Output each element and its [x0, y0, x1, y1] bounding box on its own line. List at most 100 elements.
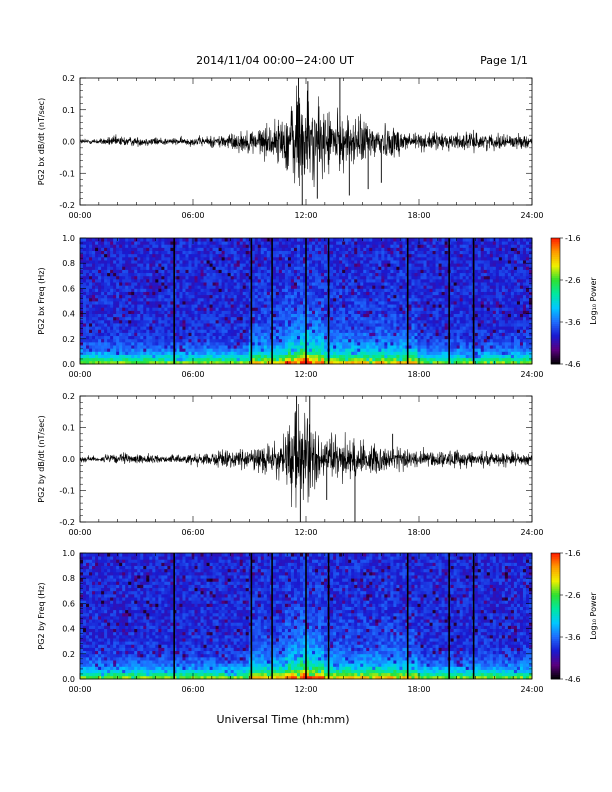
- spectrogram-cell: [230, 360, 235, 365]
- spectrogram-cell: [203, 360, 207, 365]
- spectrogram-cell: [372, 307, 376, 311]
- spectrogram-cell: [107, 241, 111, 245]
- spectrogram-cell: [185, 285, 189, 289]
- spectrogram-cell: [254, 250, 259, 255]
- spectrogram-cell: [113, 278, 117, 283]
- spectrogram-cell: [95, 345, 99, 349]
- y-tick-label: 0.0: [62, 138, 75, 147]
- spectrogram-cell: [438, 297, 442, 302]
- spectrogram-cell: [248, 291, 253, 296]
- spectrogram-cell: [248, 297, 253, 302]
- spectrogram-cell: [98, 351, 102, 355]
- spectrogram-cell: [324, 345, 328, 349]
- spectrogram-cell: [339, 285, 343, 289]
- spectrogram-cell: [215, 238, 220, 242]
- spectrogram-cell: [164, 256, 168, 261]
- spectrogram-cell: [290, 244, 295, 248]
- spectrogram-cell: [83, 244, 87, 248]
- spectrogram-cell: [113, 316, 117, 321]
- spectrogram-cell: [257, 316, 262, 321]
- spectrogram-cell: [152, 357, 156, 362]
- spectrogram-cell: [414, 357, 418, 362]
- spectrogram-cell: [209, 326, 213, 330]
- spectrogram-cell: [336, 263, 340, 267]
- spectrogram-cell: [206, 272, 210, 277]
- spectrogram-cell: [176, 310, 180, 314]
- spectrogram-cell: [372, 326, 376, 330]
- spectrogram-cell: [351, 332, 355, 337]
- spectrogram-cell: [402, 323, 406, 327]
- spectrogram-cell: [336, 241, 340, 245]
- spectrogram-cell: [179, 357, 183, 362]
- spectrogram-cell: [360, 263, 364, 267]
- spectrogram-cell: [203, 348, 207, 352]
- spectrogram-cell: [122, 238, 126, 242]
- spectrogram-cell: [432, 348, 436, 352]
- spectrogram-cell: [230, 260, 235, 264]
- spectrogram-cell: [354, 238, 358, 242]
- spectrogram-cell: [393, 288, 397, 292]
- spectrogram-cell: [266, 247, 271, 251]
- spectrogram-cell: [233, 326, 238, 330]
- spectrogram-cell: [134, 291, 138, 296]
- spectrogram-cell: [396, 351, 400, 355]
- spectrogram-cell: [296, 275, 301, 280]
- spectrogram-cell: [194, 316, 198, 321]
- spectrogram-cell: [369, 313, 373, 318]
- spectrogram-cell: [206, 332, 210, 337]
- spectrogram-cell: [221, 304, 226, 308]
- spectrogram-cell: [393, 250, 397, 255]
- spectrogram-cell: [227, 256, 232, 261]
- spectrogram-cell: [429, 241, 433, 245]
- spectrogram-cell: [306, 316, 310, 321]
- spectrogram-cell: [315, 335, 319, 340]
- spectrogram-cell: [149, 329, 153, 333]
- spectrogram-cell: [378, 354, 382, 359]
- spectrogram-cell: [402, 241, 406, 245]
- spectrogram-cell: [260, 332, 265, 337]
- spectrogram-cell: [191, 307, 195, 311]
- spectrogram-cell: [86, 288, 90, 292]
- spectrogram-cell: [212, 351, 216, 355]
- spectrogram-cell: [155, 250, 159, 255]
- spectrogram-cell: [354, 357, 358, 362]
- spectrogram-cell: [257, 348, 262, 352]
- spectrogram-cell: [384, 250, 388, 255]
- spectrogram-cell: [287, 313, 292, 318]
- spectrogram-cell: [345, 294, 349, 299]
- spectrogram-cell: [420, 272, 424, 277]
- spectrogram-cell: [354, 341, 358, 346]
- spectrogram-cell: [438, 269, 442, 274]
- spectrogram-cell: [345, 326, 349, 330]
- spectrogram-cell: [251, 238, 256, 242]
- spectrogram-cell: [402, 335, 406, 340]
- spectrogram-cell: [161, 241, 165, 245]
- spectrogram-cell: [143, 301, 147, 305]
- spectrogram-cell: [260, 319, 265, 324]
- spectrogram-cell: [170, 345, 174, 349]
- spectrogram-cell: [170, 354, 174, 359]
- spectrogram-cell: [281, 294, 286, 299]
- spectrogram-cell: [170, 253, 174, 258]
- spectrogram-cell: [351, 345, 355, 349]
- spectrogram-cell: [435, 323, 439, 327]
- spectrogram-cell: [420, 316, 424, 321]
- spectrogram-cell: [306, 266, 310, 270]
- spectrogram-cell: [315, 266, 319, 270]
- spectrogram-cell: [330, 310, 334, 314]
- spectrogram-cell: [221, 288, 226, 292]
- spectrogram-cell: [200, 319, 204, 324]
- spectrogram-cell: [402, 319, 406, 324]
- spectrogram-cell: [260, 316, 265, 321]
- spectrogram-cell: [230, 288, 235, 292]
- spectrogram-cell: [312, 319, 316, 324]
- spectrogram-cell: [149, 288, 153, 292]
- spectrogram-cell: [309, 301, 313, 305]
- spectrogram-cell: [312, 269, 316, 274]
- spectrogram-cell: [278, 304, 283, 308]
- spectrogram-cell: [116, 351, 120, 355]
- spectrogram-cell: [324, 291, 328, 296]
- spectrogram-cell: [411, 354, 415, 359]
- spectrogram-cell: [92, 301, 96, 305]
- spectrogram-cell: [423, 332, 427, 337]
